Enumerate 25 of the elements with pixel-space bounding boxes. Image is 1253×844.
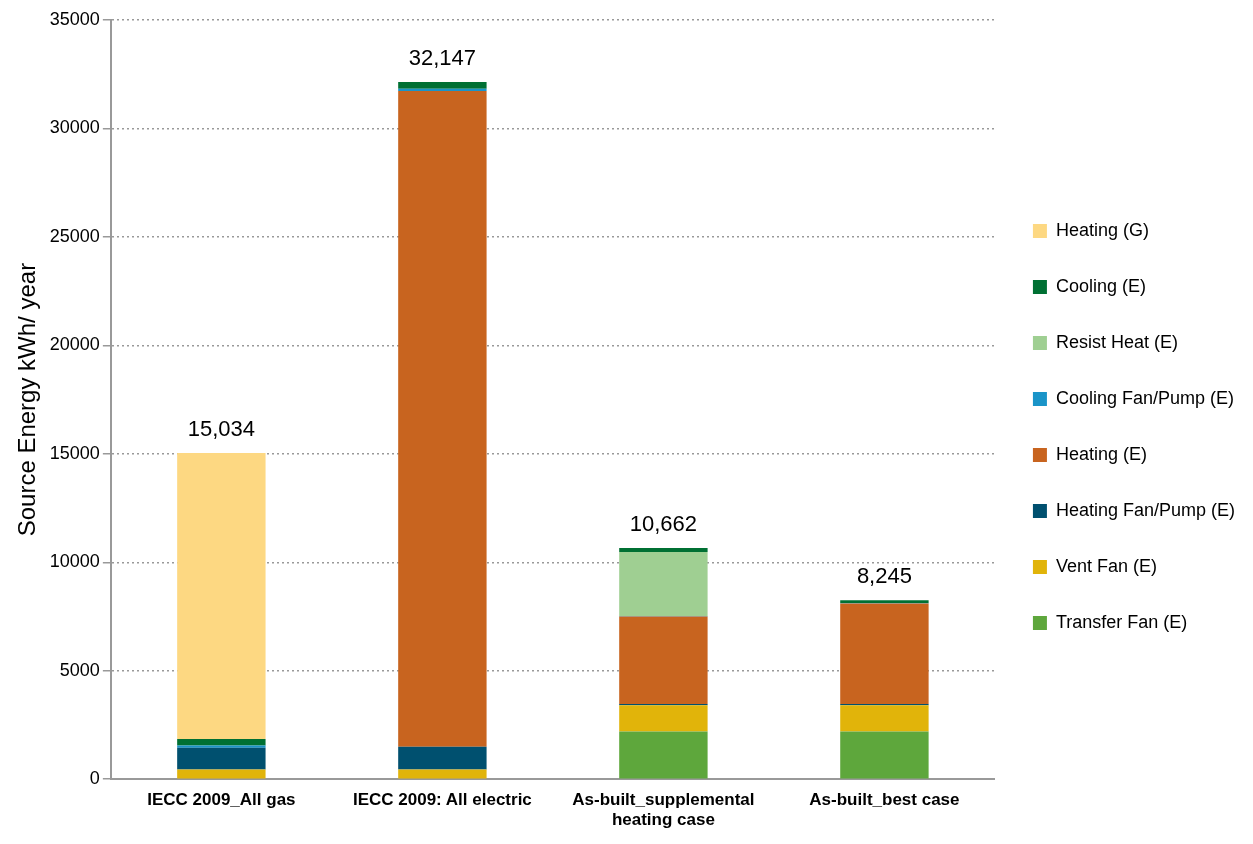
y-axis-title: Source Energy kWh/ year <box>13 262 41 537</box>
legend-label: Cooling (E) <box>1055 275 1146 296</box>
legend-label: Resist Heat (E) <box>1055 331 1178 352</box>
legend-label: Vent Fan (E) <box>1055 555 1157 576</box>
y-tick-label: 30000 <box>49 117 100 138</box>
x-tick-label: As-built_best case <box>809 790 960 810</box>
y-tick-label: 10000 <box>49 551 100 572</box>
y-tick-label: 35000 <box>49 8 100 29</box>
x-tick-label: IECC 2009_All gas <box>147 790 296 810</box>
total-label: 15,034 <box>187 416 256 442</box>
total-label: 10,662 <box>629 510 698 536</box>
legend-label: Heating (G) <box>1055 219 1149 240</box>
y-tick-label: 25000 <box>49 225 100 246</box>
legend-label: Heating Fan/Pump (E) <box>1055 499 1235 520</box>
y-tick-label: 15000 <box>49 442 100 463</box>
y-tick-label: 0 <box>89 768 100 789</box>
y-tick-label: 20000 <box>49 334 100 355</box>
y-tick-label: 5000 <box>59 659 100 680</box>
legend-label: Transfer Fan (E) <box>1055 611 1188 632</box>
total-label: 8,245 <box>856 563 912 589</box>
x-tick-label: As-built_supplemental heating case <box>572 790 755 830</box>
legend-label: Heating (E) <box>1055 443 1147 464</box>
total-label: 32,147 <box>408 44 477 70</box>
legend-label: Cooling Fan/Pump (E) <box>1055 387 1234 408</box>
x-tick-label: IECC 2009: All electric <box>352 790 532 810</box>
